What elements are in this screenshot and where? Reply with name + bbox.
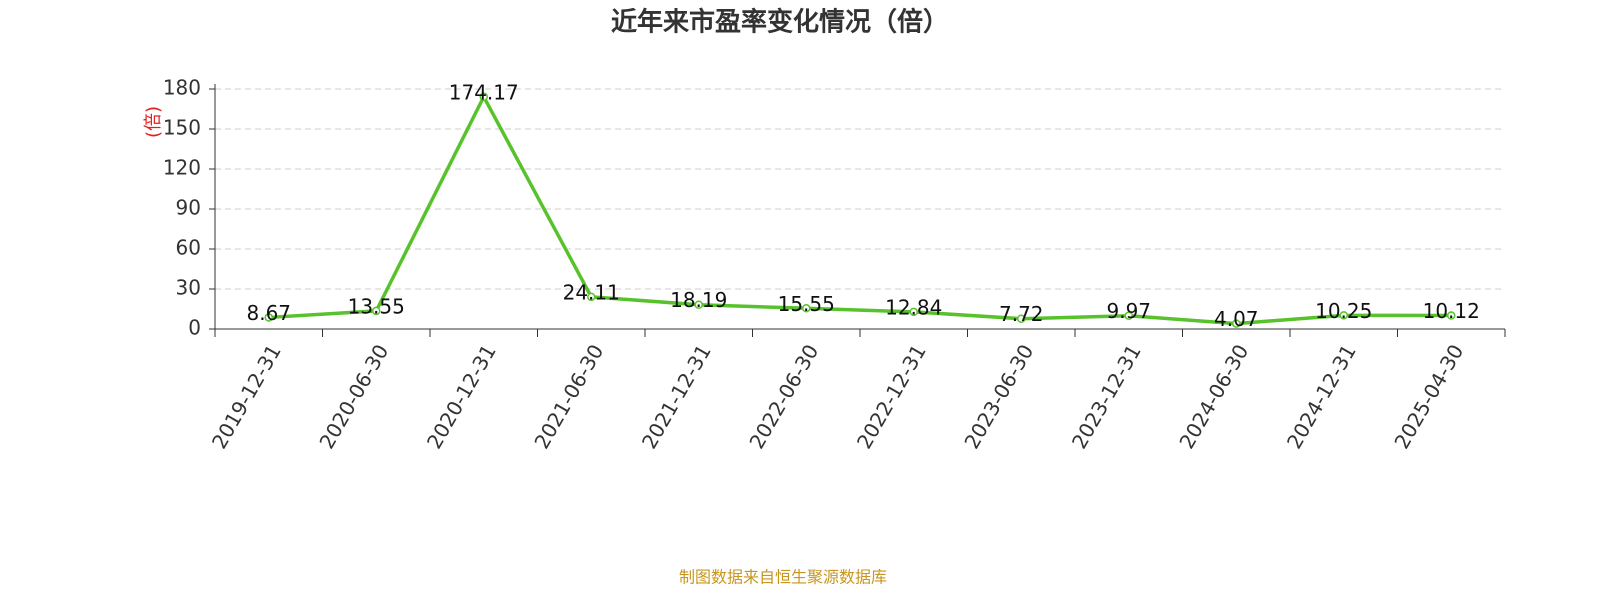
data-label: 8.67 [246,301,291,325]
y-tick-label: 90 [176,196,201,220]
y-tick-label: 30 [176,276,201,300]
data-label: 10.25 [1315,299,1372,323]
x-tick-label: 2024-12-31 [1282,340,1361,453]
point [1339,311,1348,320]
point [1447,311,1456,320]
data-label: 24.11 [563,280,620,304]
data-label: 174.17 [449,80,519,104]
data-label: 4.07 [1214,307,1259,331]
y-axis-label: (倍) [143,106,164,138]
data-label: 13.55 [348,294,405,318]
point [479,92,488,102]
x-tick-label: 2023-12-31 [1067,340,1146,453]
x-tick-label: 2023-06-30 [959,340,1038,453]
x-tick-label: 2021-12-31 [637,340,716,453]
x-tick-label: 2022-12-31 [852,340,931,453]
y-tick-label: 60 [176,236,201,260]
data-label: 15.55 [778,292,835,316]
data-label: 18.19 [670,288,727,312]
point [1232,319,1241,328]
y-tick-label: 0 [188,316,201,340]
x-tick-label: 2021-06-30 [529,340,608,453]
x-tick-label: 2022-06-30 [744,340,823,453]
point [1017,314,1026,323]
data-label: 7.72 [999,302,1044,326]
y-tick-label: 180 [163,76,201,100]
point [587,292,596,302]
x-tick-label: 2019-12-31 [207,340,286,453]
point [909,307,918,317]
x-tick-label: 2024-06-30 [1174,340,1253,453]
point [1124,311,1133,320]
chart-title: 近年来市盈率变化情况（倍） [611,7,949,38]
point [694,300,703,309]
data-line [268,92,1452,326]
point [372,306,381,316]
point [264,313,273,322]
data-label: 9.97 [1106,299,1151,323]
source-note: 制图数据来自恒生聚源数据库 [679,568,887,587]
data-label: 10.12 [1423,299,1480,323]
x-tick-label: 2020-06-30 [314,340,393,453]
y-tick-label: 150 [163,116,201,140]
x-tick-label: 2025-04-30 [1389,340,1468,453]
x-tick-label: 2020-12-31 [422,340,501,453]
data-label: 12.84 [885,295,942,319]
y-tick-label: 120 [163,156,201,180]
point [802,304,811,313]
